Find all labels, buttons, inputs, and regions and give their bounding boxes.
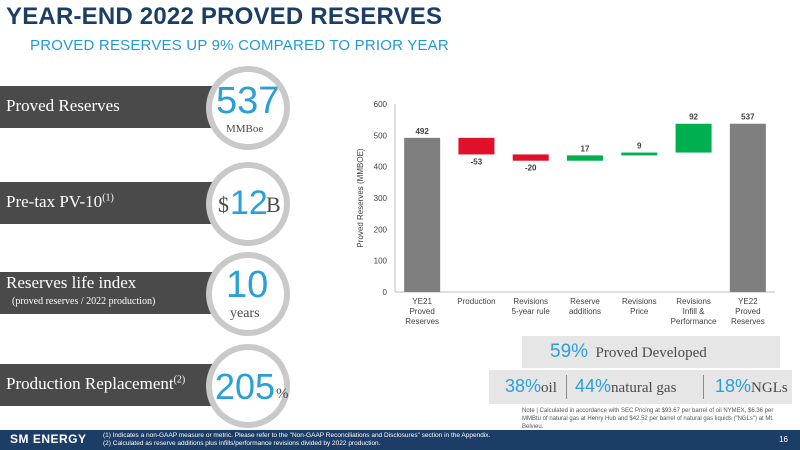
oil-label: oil	[541, 380, 557, 396]
x-tick-label: Proved	[735, 307, 760, 316]
x-tick-label: additions	[569, 307, 601, 316]
oil-stat: 38%oil	[505, 376, 557, 397]
ngl-label: NGLs	[751, 380, 788, 396]
bar	[675, 123, 712, 153]
bar	[458, 137, 495, 155]
proved-developed-stat: 59% Proved Developed	[550, 341, 707, 363]
x-tick-label: Reserve	[570, 297, 600, 306]
gas-value: 44%	[575, 376, 612, 396]
company-logo: SM ENERGY	[10, 432, 87, 446]
reserves-waterfall-chart: Proved Reserves (MMBOE) 0 100 200 300 400 500 6…	[356, 100, 775, 326]
bar	[729, 123, 766, 293]
x-tick-label: YE22	[738, 297, 758, 306]
kpi-unit-reserves-life: years	[230, 306, 260, 321]
kpi-label-reserves-life: Reserves life index	[6, 273, 137, 292]
x-tick-label: Proved	[409, 307, 434, 316]
kpi-unit-proved-reserves: MMBoe	[226, 123, 264, 135]
gas-stat: 44%natural gas	[575, 376, 676, 397]
x-tick-label: Revisions	[513, 297, 548, 306]
kpi-unit-production-replacement: %	[276, 386, 289, 402]
kpi-label-production-replacement-text: Production Replacement	[6, 374, 174, 393]
footnote-1: (1) Indicates a non-GAAP measure or metr…	[103, 432, 491, 439]
kpi-sublabel-reserves-life: (proved reserves / 2022 production)	[12, 296, 156, 307]
kpi-prefix-pv10: $	[218, 192, 229, 217]
stat-divider	[703, 375, 704, 399]
x-tick-label: Infill &	[683, 307, 705, 316]
proved-developed-value: 59%	[550, 341, 589, 362]
page-number: 16	[779, 435, 788, 444]
stat-divider	[566, 375, 567, 399]
x-tick-label: 5-year rule	[512, 307, 551, 316]
data-label: 492	[415, 127, 429, 136]
proved-developed-label: Proved Developed	[595, 345, 707, 361]
kpi-label-production-replacement: Production Replacement(2)	[6, 374, 185, 394]
bar	[621, 152, 658, 156]
oil-value: 38%	[505, 376, 542, 396]
kpi-label-pv10: Pre-tax PV-10(1)	[6, 192, 114, 212]
data-label: 9	[637, 142, 642, 151]
y-tick-label: 400	[374, 163, 388, 172]
kpi-circle-production-replacement: 205 %	[206, 344, 290, 428]
y-tick-label: 200	[374, 225, 388, 234]
x-tick-label: Reserves	[731, 317, 765, 326]
pricing-note: Note | Calculated in accordance with SEC…	[522, 408, 774, 430]
kpi-unit-pv10: B	[266, 192, 281, 217]
kpi-circle-pv10: $ 12 B	[206, 162, 290, 246]
page-title: YEAR-END 2022 PROVED RESERVES	[6, 3, 443, 30]
kpi-value-reserves-life: 10	[226, 264, 269, 306]
kpi-label-proved-reserves: Proved Reserves	[6, 96, 120, 115]
x-tick-label: YE21	[412, 297, 432, 306]
ngl-stat: 18%NGLs	[715, 376, 788, 397]
kpi-label-pv10-text: Pre-tax PV-10	[6, 192, 103, 211]
y-tick-label: 600	[374, 100, 388, 109]
kpi-value-pv10: 12	[230, 184, 268, 222]
y-tick-label: 300	[374, 194, 388, 203]
bar	[404, 137, 441, 292]
kpi-bar-proved-reserves	[0, 86, 232, 128]
kpi-bar-production-replacement	[0, 364, 232, 406]
bar	[567, 155, 603, 161]
x-tick-label: Performance	[671, 317, 717, 326]
x-tick-label: Price	[630, 307, 649, 316]
data-label: 537	[741, 113, 755, 122]
page-subtitle: PROVED RESERVES UP 9% COMPARED TO PRIOR …	[30, 37, 449, 54]
data-label: 17	[581, 144, 590, 153]
commodity-mix-box: 38%oil 44%natural gas 18%NGLs	[489, 370, 792, 404]
kpi-footnote-production-replacement: (2)	[173, 374, 186, 386]
footnote-2: (2) Calculated as reserve additions plus…	[103, 440, 381, 447]
data-label: -20	[525, 164, 537, 173]
kpi-circle-proved-reserves: 537 MMBoe	[206, 66, 290, 150]
kpi-footnote-pv10: (1)	[102, 192, 114, 204]
data-label: -53	[471, 157, 483, 166]
y-tick-label: 0	[383, 288, 388, 297]
kpi-bar-reserves-life	[0, 272, 232, 314]
ngl-value: 18%	[715, 376, 752, 396]
kpi-bar-pv10	[0, 182, 232, 224]
y-tick-label: 500	[374, 131, 388, 140]
x-tick-label: Revisions	[676, 297, 711, 306]
footer-bar: SM ENERGY (1) Indicates a non-GAAP measu…	[0, 430, 800, 450]
x-tick-label: Production	[457, 297, 495, 306]
kpi-value-proved-reserves: 537	[216, 80, 280, 122]
x-tick-label: Revisions	[622, 297, 657, 306]
gas-label: natural gas	[611, 380, 677, 396]
data-label: 92	[689, 113, 698, 122]
footnotes: (1) Indicates a non-GAAP measure or metr…	[103, 432, 490, 448]
kpi-value-production-replacement: 205	[215, 366, 276, 407]
proved-developed-box: 59% Proved Developed	[522, 336, 780, 368]
x-tick-label: Reserves	[405, 317, 439, 326]
y-axis-label: Proved Reserves (MMBOE)	[356, 148, 365, 247]
kpi-circle-reserves-life: 10 years	[206, 252, 290, 336]
bar	[512, 154, 549, 161]
y-tick-label: 100	[374, 257, 388, 266]
